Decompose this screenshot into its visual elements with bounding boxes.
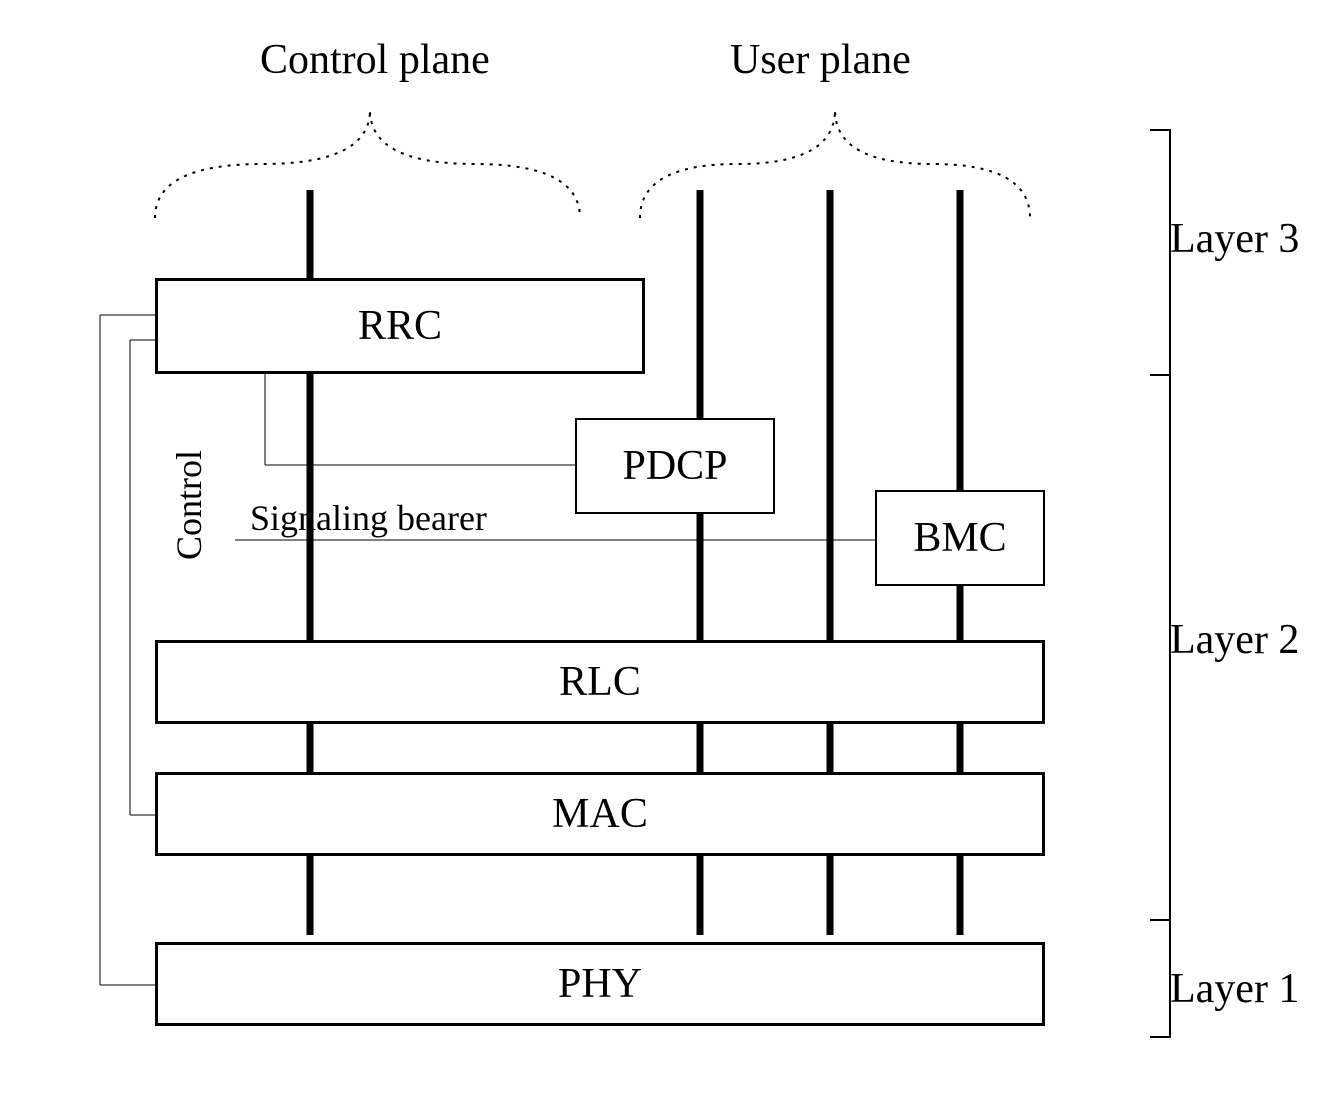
layer2-label: Layer 2 bbox=[1170, 616, 1299, 664]
layer3-label: Layer 3 bbox=[1170, 215, 1299, 263]
control-plane-label: Control plane bbox=[260, 36, 490, 84]
phy-label: PHY bbox=[158, 960, 1042, 1008]
mac-label: MAC bbox=[158, 790, 1042, 838]
phy-box: PHY bbox=[155, 942, 1045, 1026]
bmc-box: BMC bbox=[875, 490, 1045, 586]
pdcp-label: PDCP bbox=[577, 442, 773, 490]
user-plane-label: User plane bbox=[730, 36, 911, 84]
rrc-box: RRC bbox=[155, 278, 645, 374]
layer1-label: Layer 1 bbox=[1170, 965, 1299, 1013]
rrc-label: RRC bbox=[158, 302, 642, 350]
bmc-label: BMC bbox=[877, 514, 1043, 562]
rlc-box: RLC bbox=[155, 640, 1045, 724]
control-vertical-label: Control bbox=[168, 450, 210, 560]
diagram-stage: Control plane User plane Layer 3 Layer 2… bbox=[0, 0, 1340, 1107]
mac-box: MAC bbox=[155, 772, 1045, 856]
signaling-bearer-label: Signaling bearer bbox=[250, 497, 487, 539]
pdcp-box: PDCP bbox=[575, 418, 775, 514]
rlc-label: RLC bbox=[158, 658, 1042, 706]
